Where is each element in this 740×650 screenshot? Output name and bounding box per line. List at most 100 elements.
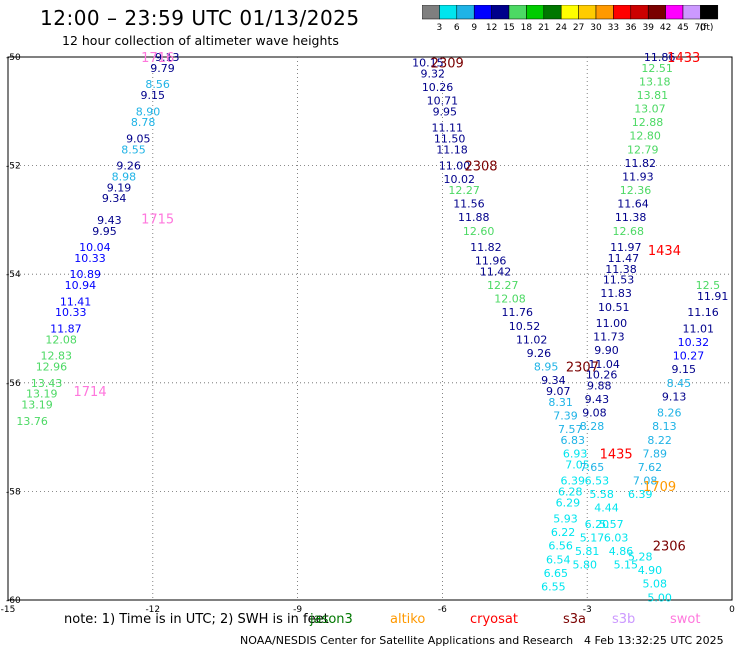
wave-height-value: 10.26	[422, 81, 454, 94]
wave-height-value: 5.80	[573, 559, 598, 572]
wave-height-value: 6.54	[546, 553, 571, 566]
wave-height-value: 13.43	[31, 377, 63, 390]
wave-height-value: 11.64	[617, 198, 649, 211]
wave-height-value: 11.38	[605, 263, 637, 276]
wave-height-value: 7.62	[638, 461, 663, 474]
pass-time-label: 1714	[74, 385, 107, 400]
wave-height-value: 11.56	[453, 198, 485, 211]
wave-height-value: 13.07	[634, 103, 666, 116]
wave-height-value: 6.56	[548, 540, 573, 553]
y-tick-label: -60	[6, 596, 21, 606]
x-tick-label: -12	[145, 605, 160, 615]
wave-height-value: 11.87	[50, 323, 82, 336]
wave-height-value: 13.19	[26, 388, 58, 401]
wave-height-value: 9.15	[141, 89, 166, 102]
wave-height-value: 6.29	[556, 496, 581, 509]
pass-time-label: 1435	[600, 447, 633, 462]
units-note: note: 1) Time is in UTC; 2) SWH is in fe…	[64, 612, 329, 627]
wave-height-value: 13.18	[639, 75, 671, 88]
wave-height-value: 11.76	[501, 306, 533, 319]
y-tick-label: -54	[6, 270, 21, 280]
wave-height-value: 10.71	[427, 94, 459, 107]
timestamp-text: 4 Feb 13:32:25 UTC 2025	[584, 634, 724, 647]
pass-time-label: 2307	[566, 361, 599, 376]
wave-height-value: 11.02	[516, 333, 548, 346]
satellite-legend-item: cryosat	[470, 612, 518, 627]
colorbar-tick: 45	[677, 23, 688, 33]
wave-height-value: 11.50	[434, 132, 466, 145]
wave-height-value: 12.60	[463, 225, 495, 238]
wave-height-value: 10.94	[65, 279, 97, 292]
wave-height-value: 4.90	[638, 564, 663, 577]
wave-height-value: 11.01	[682, 323, 714, 336]
wave-height-value: 12.88	[632, 116, 664, 129]
wave-height-value: 8.95	[534, 361, 559, 374]
wave-height-value: 6.39	[628, 488, 653, 501]
wave-height-value: 9.43	[97, 214, 122, 227]
wave-height-value: 12.83	[41, 350, 73, 363]
wave-height-value: 12.68	[612, 225, 644, 238]
wave-height-value: 7.08	[633, 475, 658, 488]
wave-height-value: 11.82	[625, 157, 657, 170]
wave-height-value: 9.34	[102, 192, 127, 205]
satellite-legend-item: jason3	[310, 612, 353, 627]
wave-height-value: 12.08	[494, 293, 526, 306]
wave-height-value: 9.26	[116, 160, 141, 173]
satellite-legend-item: s3a	[563, 612, 587, 627]
wave-height-value: 10.26	[586, 369, 618, 382]
pass-time-label: 2306	[653, 540, 686, 555]
wave-height-value: 12.5	[696, 279, 721, 292]
x-tick-label: -3	[583, 605, 592, 615]
wave-height-value: 6.39	[560, 475, 585, 488]
wave-height-value: 10.32	[678, 336, 710, 349]
wave-height-value: 4.44	[594, 502, 619, 515]
wave-height-value: 11.88	[458, 211, 490, 224]
wave-height-value: 11.11	[431, 122, 463, 135]
wave-height-value: 12.08	[45, 333, 77, 346]
wave-height-value: 9.13	[155, 51, 180, 64]
wave-height-value: 5.93	[553, 513, 578, 526]
wave-height-value: 9.95	[92, 225, 117, 238]
wave-height-value: 6.20	[585, 518, 610, 531]
pass-time-label: 1709	[643, 480, 676, 495]
wave-height-value: 4.86	[609, 545, 634, 558]
wave-height-value: 13.76	[16, 415, 48, 428]
satellite-legend-item: altiko	[390, 612, 426, 627]
wave-height-value: 9.79	[150, 62, 175, 75]
wave-height-value: 13.81	[637, 89, 669, 102]
wave-height-value: 7.05	[565, 458, 590, 471]
wave-height-value: 8.55	[121, 143, 146, 156]
wave-height-value: 5.58	[589, 488, 614, 501]
wave-height-value: 8.78	[131, 116, 156, 129]
wave-height-value: 8.45	[667, 377, 692, 390]
wave-height-value: 11.73	[593, 331, 625, 344]
wave-height-value: 10.02	[444, 173, 476, 186]
wave-height-value: 5.15	[614, 559, 639, 572]
wave-height-value: 11.96	[475, 255, 507, 268]
wave-height-value: 11.38	[615, 211, 647, 224]
wave-height-value: 5.57	[599, 518, 624, 531]
wave-height-value: 9.43	[585, 393, 610, 406]
pass-time-label: 2309	[431, 56, 464, 71]
x-tick-label: -15	[1, 605, 16, 615]
colorbar-tick: 15	[503, 23, 514, 33]
wave-height-value: 6.28	[558, 485, 583, 498]
wave-height-value: 9.95	[433, 105, 458, 118]
wave-height-value: 9.08	[582, 407, 607, 420]
pass-time-label: 1433	[667, 51, 700, 66]
wave-height-value: 7.89	[643, 447, 668, 460]
wave-height-value: 12.36	[620, 184, 652, 197]
wave-height-value: 6.03	[604, 532, 629, 545]
wave-height-value: 7.65	[580, 461, 605, 474]
colorbar-tick: 33	[608, 23, 619, 33]
wave-height-value: 11.00	[439, 160, 471, 173]
y-tick-label: -56	[6, 379, 21, 389]
color-legend: 3 6 9 12 15 18 21 24 27 30 33 36 39 42 45 70(ft)	[422, 5, 719, 33]
wave-height-value: 11.82	[470, 241, 502, 254]
colorbar-unit: (ft)	[700, 23, 714, 33]
wave-height-value: 8.98	[112, 170, 137, 183]
wave-height-value: 11.42	[480, 265, 512, 278]
wave-height-value: 5.81	[575, 545, 600, 558]
wave-height-value: 8.13	[652, 420, 677, 433]
